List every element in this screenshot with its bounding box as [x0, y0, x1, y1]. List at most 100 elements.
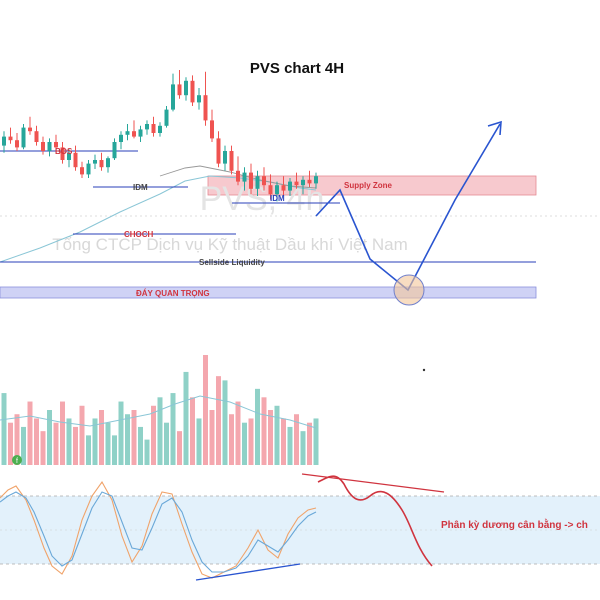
key-bottom-label: ĐÁY QUAN TRỌNG	[136, 289, 210, 298]
idm-left-label: IDM	[133, 183, 148, 192]
volume-bar	[274, 405, 280, 465]
candle-body	[275, 185, 279, 195]
candle	[197, 88, 201, 110]
candle	[60, 142, 65, 164]
volume-bar	[47, 410, 52, 465]
candle	[41, 136, 45, 155]
candle	[99, 152, 104, 171]
candle	[28, 116, 32, 135]
choch-label: CHOCH	[124, 230, 154, 239]
volume-bar	[40, 431, 46, 465]
candle-body	[281, 185, 286, 191]
candle	[158, 122, 162, 137]
volume-bar	[307, 422, 312, 465]
bos-label: BOS	[55, 147, 73, 156]
candle	[54, 134, 58, 151]
volume-bar	[79, 405, 85, 465]
candle	[132, 120, 136, 139]
stochastic-k-line	[0, 480, 317, 579]
volume-bar	[21, 426, 26, 465]
divergence-annotation: Phân kỳ dương cân bằng -> ch	[441, 518, 588, 531]
candle	[8, 127, 13, 144]
volume-bar	[313, 418, 319, 465]
candle-body	[314, 176, 318, 184]
candle	[184, 77, 188, 101]
candle	[151, 116, 156, 137]
candle-body	[216, 138, 221, 164]
volume-bar	[86, 435, 91, 465]
candle	[301, 176, 305, 195]
divergence-line-upper	[301, 473, 445, 493]
candle-body	[67, 152, 71, 160]
volume-bar	[34, 418, 39, 465]
candle	[138, 125, 143, 142]
candle-body	[236, 170, 240, 182]
volume-bar	[294, 414, 299, 465]
volume-bar	[209, 410, 215, 465]
candle-body	[145, 124, 149, 130]
candle	[314, 172, 318, 189]
candle	[93, 154, 97, 169]
candle-body	[255, 176, 260, 189]
volume-layer	[1, 355, 319, 465]
candle	[203, 71, 208, 126]
volume-bar	[216, 376, 221, 465]
candle-body	[106, 158, 110, 168]
candle-body	[132, 131, 136, 137]
candle	[216, 131, 221, 168]
candle	[119, 131, 123, 150]
volume-bar	[112, 435, 117, 465]
candle-body	[229, 151, 234, 171]
candle-body	[86, 163, 91, 175]
candle-body	[41, 142, 45, 151]
candle-body	[2, 136, 6, 146]
volume-bar	[92, 418, 98, 465]
volume-bar	[157, 397, 163, 465]
volume-bar	[183, 371, 189, 465]
stochastic-d-line	[0, 491, 317, 573]
oscillator-projection-curve	[317, 475, 433, 567]
candle	[86, 160, 91, 178]
candle-body	[138, 129, 143, 137]
candle	[281, 176, 286, 196]
divergence-line-lower	[195, 563, 301, 581]
candle-body	[262, 176, 266, 186]
candle	[262, 167, 266, 191]
volume-bar	[151, 405, 156, 465]
volume-bar	[131, 410, 137, 465]
volume-bar	[66, 418, 72, 465]
volume-bar	[281, 418, 286, 465]
candle	[171, 73, 175, 112]
volume-bar	[287, 426, 293, 465]
candle-body	[249, 172, 253, 189]
candle-body	[171, 84, 175, 110]
watermark-company: Tổng CTCP Dịch vụ Kỹ thuật Dầu khí Việt …	[52, 235, 408, 254]
candle	[307, 170, 312, 187]
candle-body	[223, 151, 227, 164]
candle-body	[242, 172, 247, 182]
candle	[190, 75, 195, 106]
sellside-liquidity-label: Sellside Liquidity	[199, 258, 265, 267]
candle	[268, 174, 273, 200]
candle	[294, 172, 299, 189]
candle	[2, 131, 6, 153]
volume-bar	[268, 410, 273, 465]
candle	[112, 138, 117, 160]
candle	[236, 156, 240, 186]
candle	[106, 156, 110, 173]
candles-layer	[2, 70, 318, 202]
candle	[145, 120, 149, 135]
volume-bar	[170, 393, 176, 465]
volume-bar	[235, 401, 241, 465]
candle-body	[268, 185, 273, 195]
candle-body	[151, 124, 156, 133]
candle-body	[112, 142, 117, 159]
projection-arrow-head	[487, 120, 502, 136]
candle	[177, 70, 182, 99]
volume-marker-glyph: f	[16, 458, 18, 465]
volume-bar	[222, 380, 228, 465]
volume-bar	[105, 422, 111, 465]
volume-bar	[8, 422, 13, 465]
